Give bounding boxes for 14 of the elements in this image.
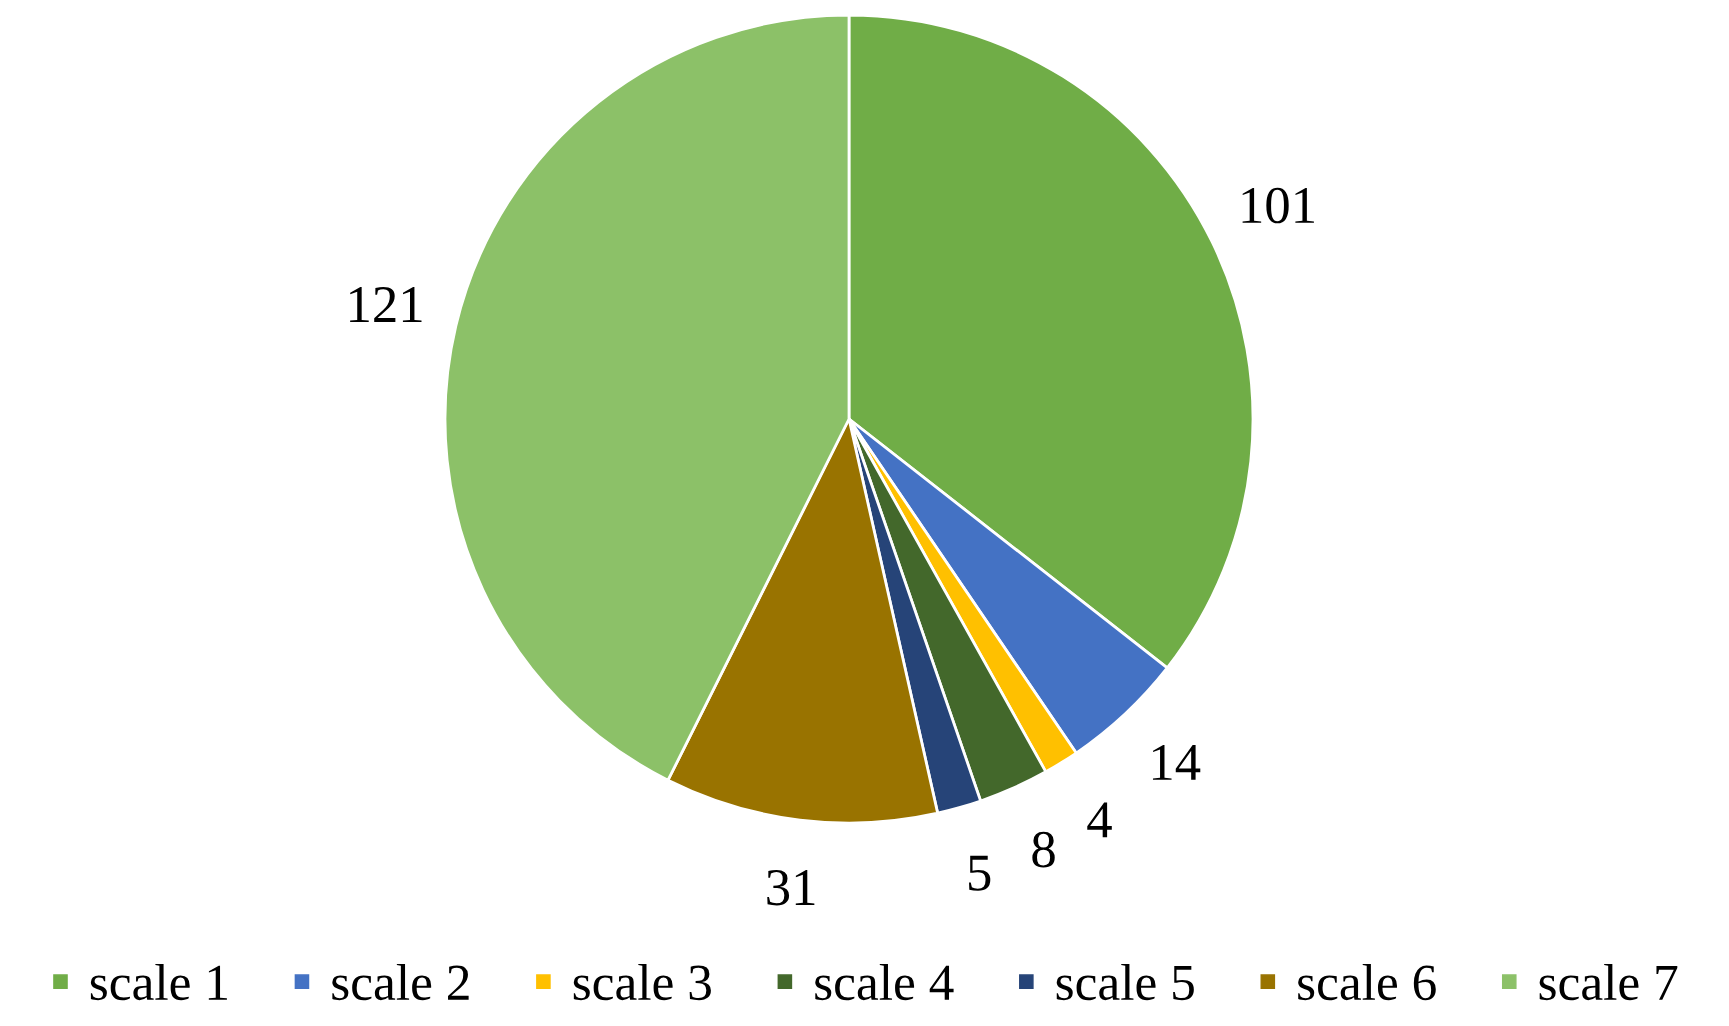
data-label: 5 — [969, 855, 991, 891]
data-label: 101 — [1242, 187, 1314, 224]
data-label: 14 — [1152, 744, 1201, 780]
data-label: 4 — [1087, 802, 1112, 838]
legend-label: scale 7 — [1539, 963, 1678, 1001]
data-label: 31 — [767, 869, 815, 906]
legend-label: scale 2 — [332, 963, 469, 1001]
legend-label: scale 5 — [1056, 963, 1194, 1001]
data-label: 121 — [350, 286, 422, 322]
legend-label: scale 4 — [815, 963, 954, 1001]
data-label: 8 — [1032, 831, 1055, 868]
legend-label: scale 1 — [90, 963, 227, 1001]
legend-label: scale 3 — [573, 963, 711, 1001]
legend-label: scale 6 — [1298, 963, 1436, 1001]
